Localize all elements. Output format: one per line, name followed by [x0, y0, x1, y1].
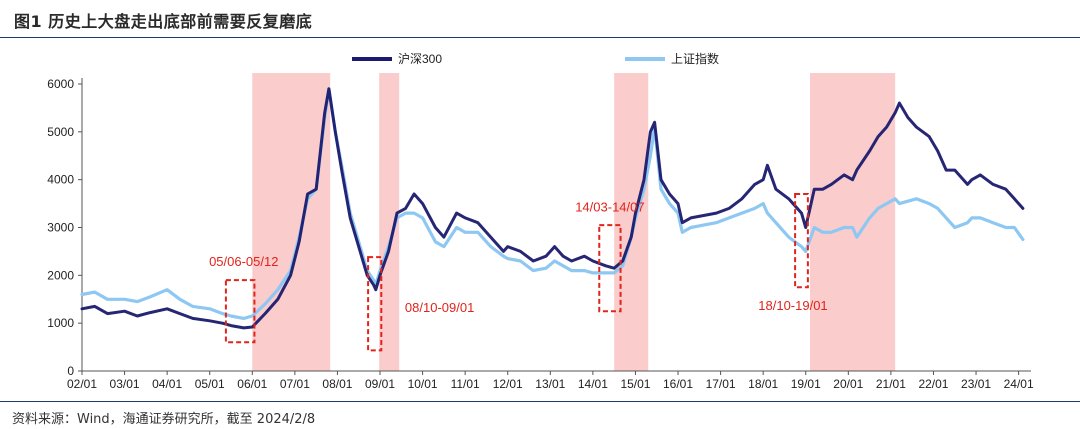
- x-tick-label: 02/01: [67, 377, 97, 391]
- series-line-hs300: [80, 87, 1025, 330]
- annotation-layer: 05/06-05/12 08/10-09/01 14/03-14/07 18/10-1…: [209, 193, 828, 352]
- annotation-label-3: 14/03-14/07: [575, 200, 644, 215]
- axes-layer: 0 1000 2000 3000 4000 5000 6000 02/01 03/01 04/01…: [47, 77, 1034, 391]
- annotation-box-1: [224, 279, 256, 344]
- legend-item-sse: 上证指数: [625, 51, 719, 66]
- y-tick-label: 1000: [47, 316, 74, 330]
- x-tick-label: 14/01: [578, 377, 608, 391]
- x-tick-label: 16/01: [663, 377, 693, 391]
- annotation-box-3: [598, 224, 622, 313]
- figure-title-bar: 图1 历史上大盘走出底部前需要反复磨底: [0, 0, 1080, 38]
- x-tick-label: 06/01: [237, 377, 267, 391]
- annotation-label-2: 08/10-09/01: [405, 300, 474, 315]
- x-tick-label: 08/01: [322, 377, 352, 391]
- x-tick-label: 21/01: [876, 377, 906, 391]
- shaded-region-2: [379, 73, 400, 371]
- x-tick-label: 13/01: [535, 377, 565, 391]
- annotation-label-1: 05/06-05/12: [209, 254, 278, 269]
- y-tick-label: 3000: [47, 221, 74, 235]
- x-tick-label: 20/01: [833, 377, 863, 391]
- x-tick-label: 17/01: [706, 377, 736, 391]
- legend-label: 沪深300: [398, 52, 442, 66]
- legend-item-hs300: 沪深300: [352, 52, 442, 66]
- y-tick-label: 4000: [47, 173, 74, 187]
- x-tick-label: 12/01: [493, 377, 523, 391]
- x-tick-label: 05/01: [195, 377, 225, 391]
- annotation-box-4: [794, 193, 809, 289]
- shaded-region-4: [810, 73, 896, 371]
- annotation-box-2: [367, 256, 383, 352]
- source-bar: 资料来源：Wind，海通证券研究所，截至 2024/2/8: [0, 401, 1080, 429]
- x-tick-label: 15/01: [620, 377, 650, 391]
- x-tick-label: 23/01: [961, 377, 991, 391]
- y-tick-label: 0: [67, 364, 74, 378]
- y-tick-label: 5000: [47, 125, 74, 139]
- x-tick-label: 10/01: [408, 377, 438, 391]
- x-tick-label: 24/01: [1004, 377, 1034, 391]
- x-tick-label: 07/01: [280, 377, 310, 391]
- y-tick-label: 2000: [47, 268, 74, 282]
- annotation-label-4: 18/10-19/01: [758, 298, 827, 313]
- x-tick-label: 11/01: [451, 377, 480, 391]
- legend: 沪深300 上证指数: [352, 51, 719, 66]
- x-tick-label: 18/01: [748, 377, 778, 391]
- x-tick-label: 03/01: [110, 377, 140, 391]
- y-tick-label: 6000: [47, 77, 74, 91]
- line-chart: 0 1000 2000 3000 4000 5000 6000 02/01 03/01 04/01…: [47, 51, 1034, 391]
- figure-title: 图1 历史上大盘走出底部前需要反复磨底: [14, 12, 313, 31]
- x-tick-label: 19/01: [791, 377, 821, 391]
- shaded-region-1: [252, 73, 331, 371]
- shaded-region-3: [614, 73, 649, 371]
- x-tick-label: 09/01: [365, 377, 395, 391]
- shade-layer: [252, 73, 896, 371]
- x-tick-label: 04/01: [152, 377, 182, 391]
- legend-label: 上证指数: [671, 51, 719, 66]
- source-note: 资料来源：Wind，海通证券研究所，截至 2024/2/8: [12, 412, 316, 427]
- x-tick-label: 22/01: [918, 377, 948, 391]
- series-layer: [80, 87, 1025, 330]
